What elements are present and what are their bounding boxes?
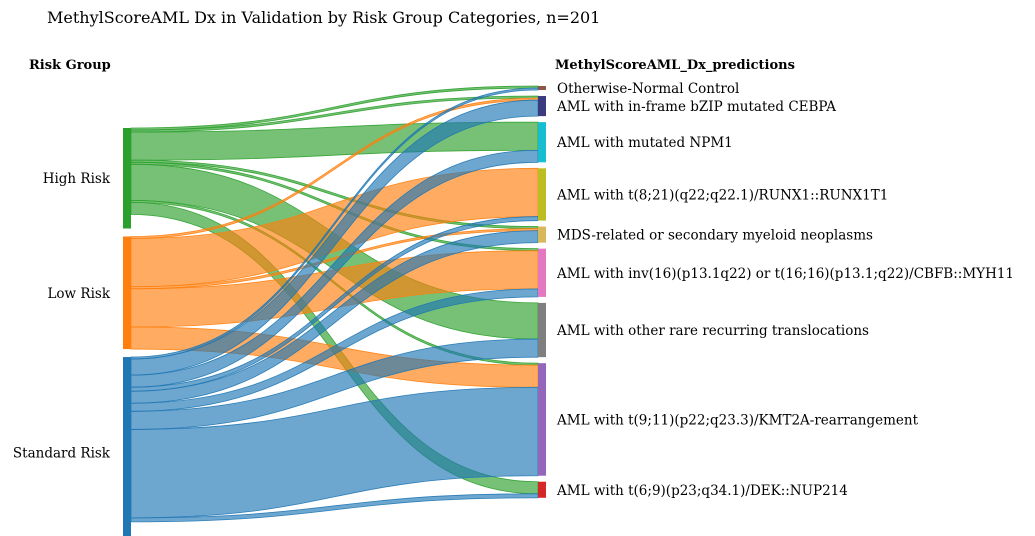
- flow-std-to-mds: [130, 230, 539, 404]
- source-label-standard-risk: Standard Risk: [13, 446, 111, 462]
- target-node-aml-with-other-rare-recurring-translocations: [538, 302, 546, 358]
- target-node-aml-with-t-8-21-q22-q22-1-runx1-runx1t1: [538, 168, 546, 221]
- target-label-aml-with-t-6-9-p23-q34-1-dek-nup214: AML with t(6;9)(p23;q34.1)/DEK::NUP214: [556, 483, 848, 499]
- target-label-aml-with-in-frame-bzip-mutated-cebpa: AML with in-frame bZIP mutated CEBPA: [556, 99, 836, 115]
- flow-links: [130, 85, 539, 523]
- node-labels: High Risk Low Risk Standard Risk Otherwise-…: [13, 81, 1014, 499]
- target-label-mds-related-or-secondary-myeloid-neoplasms: MDS-related or secondary myeloid neoplas…: [557, 228, 873, 244]
- target-label-aml-with-other-rare-recurring-translocations: AML with other rare recurring translocat…: [556, 323, 869, 339]
- source-label-low-risk: Low Risk: [47, 286, 110, 302]
- target-node-aml-with-mutated-npm1: [538, 122, 546, 163]
- left-header: Risk Group: [29, 58, 111, 73]
- target-node-aml-with-t-6-9-p23-q34-1-dek-nup214: [538, 481, 546, 498]
- target-node-aml-with-t-9-11-p22-q23-3-kmt2a-rearrangement: [538, 363, 546, 476]
- target-node-mds-related-or-secondary-myeloid-neoplasms: [538, 226, 546, 243]
- flow-std-to-cbfb: [130, 288, 539, 412]
- target-label-aml-with-t-9-11-p22-q23-3-kmt2a-rearrangement: AML with t(9;11)(p22;q23.3)/KMT2A-rearra…: [556, 412, 919, 428]
- nodes: [123, 86, 546, 536]
- source-node-low-risk: [123, 236, 131, 350]
- source-node-standard-risk: [123, 357, 131, 536]
- diagram-title: MethylScoreAML Dx in Validation by Risk …: [47, 8, 600, 27]
- target-label-aml-with-inv-16-p13-1q22-or-t-16-16-p13-1-q22-cbfb-myh11: AML with inv(16)(p13.1q22) or t(16;16)(p…: [556, 266, 1014, 282]
- source-label-high-risk: High Risk: [43, 171, 111, 187]
- target-node-aml-with-in-frame-bzip-mutated-cebpa: [538, 96, 546, 117]
- target-label-aml-with-mutated-npm1: AML with mutated NPM1: [556, 135, 733, 151]
- target-label-aml-with-t-8-21-q22-q22-1-runx1-runx1t1: AML with t(8;21)(q22;q22.1)/RUNX1::RUNX1…: [556, 187, 888, 203]
- source-node-high-risk: [123, 128, 131, 229]
- right-header: MethylScoreAML_Dx_predictions: [555, 58, 795, 73]
- target-label-otherwise-normal-control: Otherwise-Normal Control: [557, 81, 739, 97]
- target-node-otherwise-normal-control: [538, 86, 546, 91]
- target-node-aml-with-inv-16-p13-1q22-or-t-16-16-p13-1-q22-cbfb-myh11: [538, 248, 546, 297]
